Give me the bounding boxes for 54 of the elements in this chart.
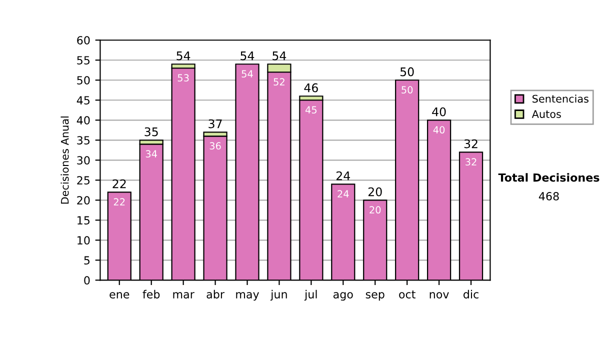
total-label: 37	[208, 119, 222, 128]
x-tick-label: may	[236, 292, 260, 301]
y-tick-label: 5	[84, 256, 90, 265]
data-label: 52	[274, 78, 284, 86]
x-tick-label: dic	[464, 290, 478, 298]
data-label: 24	[338, 190, 349, 198]
total-label: 32	[464, 139, 478, 148]
data-label: 20	[370, 206, 381, 214]
y-tick-label: 45	[76, 96, 90, 105]
total-label: 24	[336, 171, 350, 180]
y-tick-label: 0	[84, 276, 90, 285]
data-label: 34	[146, 150, 157, 158]
y-tick-label: 55	[77, 56, 90, 65]
legend-label: Autos	[532, 110, 561, 118]
y-tick-label: 10	[78, 236, 90, 245]
total-label: 40	[432, 107, 446, 116]
total-label: 46	[304, 83, 318, 92]
y-tick-label: 35	[77, 136, 90, 145]
data-label: 54	[242, 70, 253, 78]
legend-label: Sentencias	[532, 94, 588, 103]
data-label: 22	[114, 198, 125, 206]
x-tick-label: oct	[399, 290, 416, 298]
text: Total Decisiones	[498, 173, 600, 182]
data-label: 36	[210, 142, 221, 150]
y-axis-title: Decisiones Anual	[60, 116, 69, 204]
x-tick-label: ago	[333, 292, 353, 301]
y-tick-label: 50	[77, 76, 90, 85]
x-tick-label: mar	[173, 292, 194, 298]
y-tick-label: 30	[77, 156, 90, 165]
y-tick-label: 15	[78, 216, 90, 225]
total-label: 54	[240, 51, 254, 60]
x-tick-label: nov	[430, 292, 449, 298]
text: 468	[538, 192, 559, 200]
total-label: 54	[176, 51, 190, 60]
total-label: 20	[368, 187, 382, 196]
data-label: 50	[402, 86, 413, 94]
total-label: 50	[400, 67, 414, 76]
y-tick-label: 20	[77, 196, 90, 205]
total-label: 35	[144, 127, 158, 136]
y-tick-label: 40	[76, 116, 90, 125]
total-label: 22	[112, 179, 126, 188]
x-tick-label: ene	[110, 292, 130, 298]
y-tick-label: 25	[77, 176, 90, 185]
data-label: 40	[433, 126, 445, 134]
total-label: 54	[272, 51, 286, 60]
y-tick-label: 60	[77, 36, 90, 44]
x-tick-label: sep	[366, 292, 384, 301]
x-tick-label: feb	[142, 290, 160, 298]
data-label: 45	[305, 106, 317, 114]
x-tick-label: abr	[206, 290, 224, 298]
x-tick-label: jun	[270, 290, 287, 301]
data-label: 32	[466, 158, 476, 166]
x-tick-label: jul	[304, 290, 317, 301]
data-label: 53	[178, 74, 189, 82]
